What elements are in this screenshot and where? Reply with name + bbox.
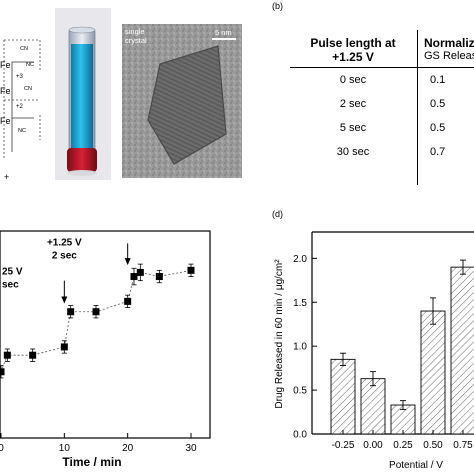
data-point bbox=[92, 308, 100, 316]
fe-label: Fe bbox=[0, 60, 11, 70]
x-tick-label: 0 bbox=[0, 443, 4, 454]
data-point bbox=[0, 368, 5, 376]
x-tick-label: 0.50 bbox=[423, 440, 443, 451]
table-column-divider bbox=[417, 30, 418, 185]
bar bbox=[330, 358, 356, 435]
bar bbox=[360, 378, 386, 435]
fe-label: Fe bbox=[0, 116, 11, 126]
ligand-label: NC bbox=[18, 128, 26, 134]
x-axis-label: Time / min bbox=[62, 455, 121, 469]
ligand-label: NC bbox=[26, 62, 34, 68]
tem-micrograph: single crystal 5 nm bbox=[122, 24, 242, 178]
charge-label: +2 bbox=[16, 104, 24, 110]
table-cell-pulse: 5 sec bbox=[339, 122, 367, 134]
data-point bbox=[67, 308, 75, 316]
data-point bbox=[60, 343, 68, 351]
scale-bar-label: 5 nm bbox=[215, 28, 232, 37]
annotation-text: 2 sec bbox=[52, 250, 77, 261]
x-tick-label: 20 bbox=[122, 443, 134, 454]
table-cell-pulse: 0 sec bbox=[339, 74, 367, 86]
y-tick-label: 1.5 bbox=[293, 298, 307, 309]
annotation-arrow-head bbox=[124, 258, 131, 266]
fe-label: Fe bbox=[0, 86, 11, 96]
y-axis-label: Drug Released in 60 min / μg/cm² bbox=[274, 259, 285, 409]
prussian-blue-structure-diagram: Fe Fe Fe +3 +2 CN NC CN NC + bbox=[0, 39, 41, 182]
y-tick-label: 1.0 bbox=[293, 342, 307, 353]
data-point bbox=[187, 266, 195, 274]
table-cell-release: 0.1 bbox=[430, 74, 446, 86]
y-tick-label: 2.0 bbox=[293, 254, 307, 265]
tem-label-line2: crystal bbox=[125, 36, 147, 45]
table-cell-release: 0.7 bbox=[430, 146, 446, 158]
annotation-text: +1.25 V bbox=[47, 237, 82, 248]
x-tick-label: 0.25 bbox=[393, 440, 413, 451]
panel-label-b: (b) bbox=[272, 1, 283, 11]
table-header-pulse-line1: Pulse length at bbox=[310, 36, 396, 50]
data-point bbox=[124, 297, 132, 305]
data-point bbox=[136, 268, 144, 276]
x-tick-label: 30 bbox=[185, 443, 197, 454]
table-header-release-line1: Normaliz bbox=[424, 36, 474, 50]
table-cell-release: 0.5 bbox=[430, 122, 446, 134]
table-cell-pulse: 30 sec bbox=[336, 146, 370, 158]
x-axis-label: Potential / V bbox=[389, 460, 443, 471]
annotation-text: sec bbox=[2, 279, 19, 290]
table-header-pulse-line2: +1.25 V bbox=[332, 50, 374, 64]
plus-sign: + bbox=[4, 172, 9, 182]
data-point bbox=[3, 351, 11, 359]
y-tick-label: 0.0 bbox=[293, 430, 307, 441]
panel-label-d: (d) bbox=[272, 209, 283, 219]
charge-label: +3 bbox=[16, 74, 24, 80]
release-table: Pulse length at +1.25 V Normaliz GS Rele… bbox=[290, 30, 474, 185]
annotation-text: 2 sec bbox=[115, 226, 140, 228]
annotation-text: 25 V bbox=[2, 266, 23, 277]
data-point bbox=[155, 273, 163, 281]
table-cell-release: 0.5 bbox=[430, 98, 446, 110]
table-cell-pulse: 2 sec bbox=[339, 98, 367, 110]
plot-frame bbox=[0, 230, 211, 439]
bar bbox=[420, 310, 446, 435]
drug-release-bar-chart: 0.0 0.5 1.0 1.5 2.0 -0.25 0.00 0.25 0.50 0.75 Dru… bbox=[274, 231, 474, 471]
bar bbox=[450, 266, 474, 435]
data-point bbox=[29, 351, 37, 359]
x-tick-label: 10 bbox=[59, 443, 71, 454]
ligand-label: CN bbox=[24, 86, 32, 92]
x-tick-label: 0.75 bbox=[453, 440, 473, 451]
tem-label-line1: single bbox=[125, 27, 145, 36]
ligand-label: CN bbox=[20, 46, 28, 52]
table-header-rule bbox=[290, 67, 474, 68]
x-tick-label: 0.00 bbox=[363, 440, 383, 451]
data-point bbox=[130, 273, 138, 281]
annotation-arrow-head bbox=[61, 296, 68, 304]
vial-photo bbox=[55, 8, 111, 180]
x-tick-label: -0.25 bbox=[332, 440, 355, 451]
y-tick-label: 0.5 bbox=[293, 386, 307, 397]
table-header-release-line2: GS Releas bbox=[424, 50, 474, 62]
